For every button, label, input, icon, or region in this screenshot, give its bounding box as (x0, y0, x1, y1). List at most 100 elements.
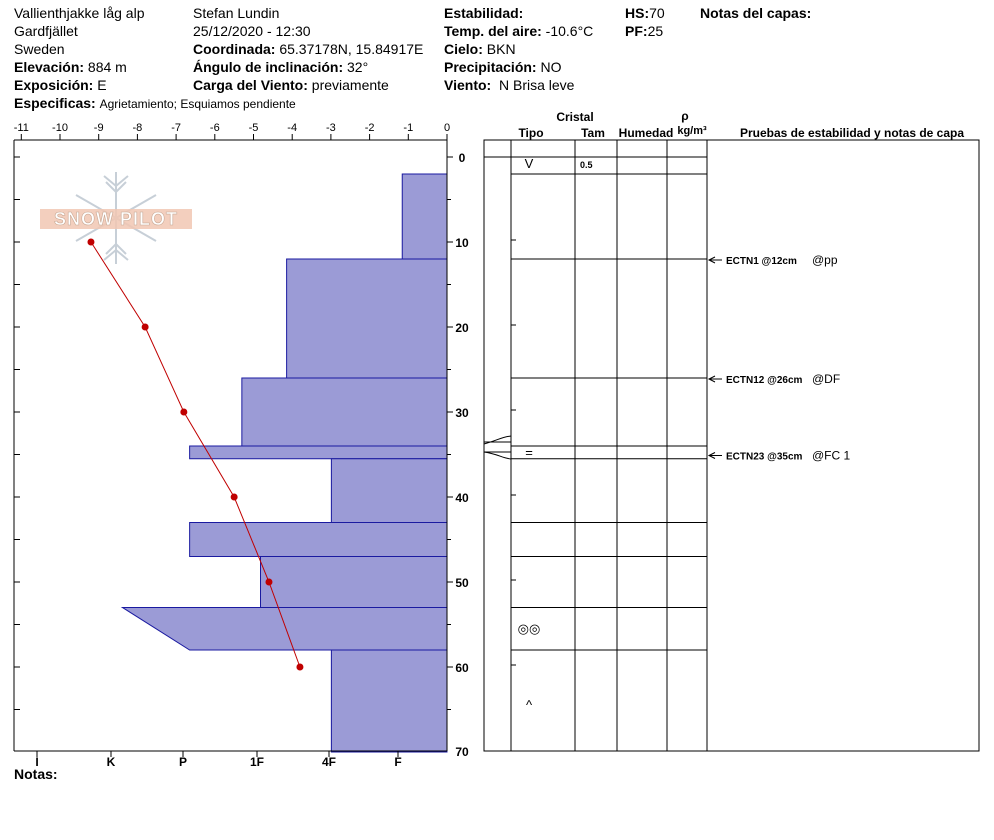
sky-row: Cielo: BKN (444, 40, 516, 58)
col-density-unit: kg/m³ (677, 125, 707, 137)
hardness-tick-label-2: P (179, 755, 187, 769)
depth-tick-label-7: 70 (455, 745, 469, 759)
temperature-point-2 (180, 408, 188, 416)
test-note-1: @DF (812, 372, 840, 386)
test-note-0: @pp (812, 253, 838, 267)
col-tam: Tam (581, 126, 605, 140)
snow-pilot-logo: SNOW PILOT (54, 209, 178, 229)
test-label-0: ECTN1 @12cm (726, 256, 797, 267)
temp-tick-label-11: 0 (444, 122, 450, 134)
datetime: 25/12/2020 - 12:30 (193, 23, 311, 39)
depth-tick-label-0: 0 (459, 151, 466, 165)
layer-notes-label: Notas del capas: (700, 5, 812, 21)
hardness-tick-label-0: I (35, 755, 38, 769)
thin-layer-connector-bottom (483, 451, 512, 460)
hardness-layer-6 (260, 556, 448, 608)
hardness-tick-label-3: 1F (250, 755, 264, 769)
slope-row: Ángulo de inclinación: 32° (193, 58, 368, 76)
aspect-label: Exposición: (14, 77, 94, 93)
temp-tick-label-1: -10 (52, 122, 68, 134)
hardness-layer-8 (330, 649, 448, 753)
coordinates-row: Coordinada: 65.37178N, 15.84917E (193, 40, 423, 58)
sky-label: Cielo: (444, 41, 483, 57)
aspect-value: E (97, 77, 107, 93)
wind-value: N Brisa leve (498, 77, 575, 93)
col-cristal: Cristal (556, 110, 593, 124)
test-arrow-head-0 (707, 256, 716, 264)
thin-layer-connector-top (483, 435, 512, 445)
hardness-layer-2 (241, 377, 448, 447)
temperature-point-4 (265, 578, 273, 586)
slope-value: 32° (347, 59, 369, 75)
temperature-point-5 (296, 663, 304, 671)
test-note-2: @FC 1 (812, 449, 851, 463)
logo-banner (40, 209, 192, 229)
aspect-row: Exposición: E (14, 76, 107, 94)
specifics-row: Especificas: Agrietamiento; Esquiamos pe… (14, 94, 296, 113)
notes-label: Notas: (14, 766, 58, 782)
wind-load-row: Carga del Viento: previamente (193, 76, 389, 94)
col-tests: Pruebas de estabilidad y notas de capa (740, 126, 964, 140)
precip-label: Precipitación: (444, 59, 537, 75)
temp-tick-label-6: -5 (249, 122, 259, 134)
stability-row: Estabilidad: (444, 4, 523, 22)
temperature-point-1 (141, 323, 149, 331)
temperature-point-0 (87, 238, 95, 246)
pf-value: 25 (647, 23, 664, 39)
sky-value: BKN (486, 41, 516, 57)
pf-row: PF:25 (625, 22, 663, 40)
pf-label: PF: (625, 23, 648, 39)
air-temp-row: Temp. del aire: -10.6°C (444, 22, 593, 40)
hardness-layer-4 (330, 458, 448, 523)
col-humedad: Humedad (619, 126, 674, 140)
hardness-layer-7 (120, 607, 448, 651)
temp-tick-label-10: -1 (403, 122, 413, 134)
coordinates-label: Coordinada: (193, 41, 276, 57)
temp-tick-label-5: -6 (210, 122, 220, 134)
hs-value: 70 (649, 5, 665, 21)
slope-label: Ángulo de inclinación: (193, 59, 344, 75)
col-rho: ρ (681, 109, 688, 123)
crystal-size-0: 0.5 (580, 160, 593, 170)
temp-tick-label-4: -7 (171, 122, 181, 134)
test-label-2: ECTN23 @35cm (726, 452, 803, 463)
temperature-point-3 (230, 493, 238, 501)
col-tipo: Tipo (518, 126, 543, 140)
hardness-layer-1 (286, 258, 448, 379)
wind-load-value: previamente (311, 77, 389, 93)
depth-tick-label-4: 40 (455, 491, 469, 505)
temperature-line (90, 241, 301, 668)
elevation-label: Elevación: (14, 59, 85, 75)
hardness-layer-5 (189, 522, 448, 557)
wind-load-label: Carga del Viento: (193, 77, 308, 93)
elevation-row: Elevación: 884 m (14, 58, 127, 76)
temp-tick-label-2: -9 (94, 122, 104, 134)
air-temp-label: Temp. del aire: (444, 23, 542, 39)
hardness-tick-label-5: F (394, 755, 401, 769)
hardness-tick-label-1: K (107, 755, 116, 769)
layer-table-frame (483, 139, 980, 752)
crystal-symbol-3: ^ (526, 697, 533, 712)
hs-row: HS:70 (625, 4, 665, 22)
area-name: Gardfjället (14, 23, 78, 39)
specifics-label: Especificas: (14, 95, 96, 111)
precip-value: NO (540, 59, 562, 75)
test-arrow-head-1 (707, 375, 716, 383)
stability-label: Estabilidad: (444, 5, 524, 21)
crystal-symbol-1: = (525, 445, 533, 460)
country: Sweden (14, 41, 65, 57)
depth-tick-label-3: 30 (455, 406, 469, 420)
depth-tick-label-5: 50 (455, 576, 469, 590)
temp-tick-label-0: -11 (14, 122, 29, 134)
coordinates-value: 65.37178N, 15.84917E (279, 41, 424, 57)
hardness-layer-0 (401, 173, 448, 260)
depth-tick-label-6: 60 (455, 661, 469, 675)
site-name: Vallienthjakke låg alp (14, 5, 145, 21)
elevation-value: 884 m (87, 59, 127, 75)
temp-tick-label-3: -8 (133, 122, 143, 134)
temp-tick-label-7: -4 (287, 122, 297, 134)
wind-row: Viento: N Brisa leve (444, 76, 574, 94)
test-arrow-head-2 (707, 452, 716, 459)
test-label-1: ECTN12 @26cm (726, 375, 803, 386)
